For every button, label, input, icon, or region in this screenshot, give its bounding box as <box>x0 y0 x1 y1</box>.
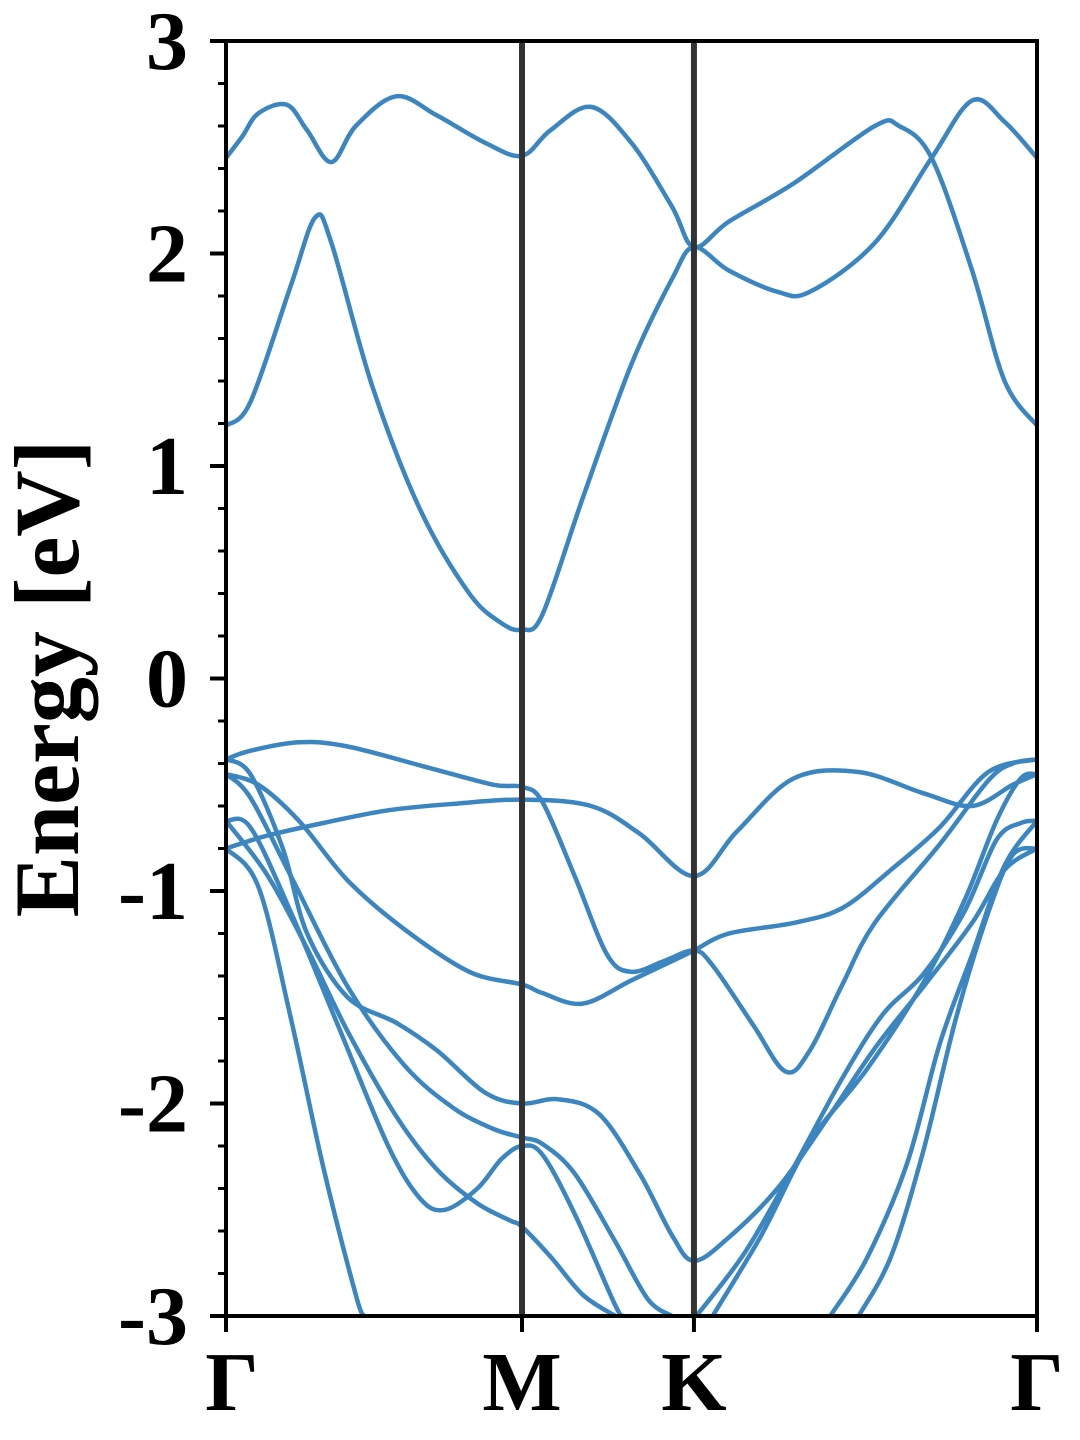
y-tick-label: -1 <box>118 845 188 938</box>
y-tick-label: 1 <box>146 420 188 513</box>
kpoint-lines-layer <box>519 41 697 1316</box>
plot-frame <box>224 39 1039 1318</box>
y-tick-label: 2 <box>146 208 188 301</box>
kpoint-label: Γ <box>1010 1336 1063 1429</box>
band-line-8 <box>226 816 626 1316</box>
kpoint-label: K <box>661 1336 726 1429</box>
band-line-11 <box>710 771 1037 1316</box>
band-lines-layer <box>226 94 1037 1316</box>
band-line-1 <box>226 94 1037 428</box>
band-line-12 <box>694 818 1037 1316</box>
band-line-7 <box>226 771 675 1316</box>
band-line-2 <box>226 97 1037 633</box>
y-tick-label: 3 <box>146 0 188 88</box>
kpoint-label: Γ <box>205 1336 258 1429</box>
band-line-9 <box>226 818 618 1316</box>
band-line-4 <box>226 768 1037 879</box>
y-tick-label: 0 <box>146 633 188 726</box>
y-tick-label: -2 <box>118 1058 188 1151</box>
y-tick-label: -3 <box>118 1270 188 1363</box>
band-line-6 <box>226 757 1037 1264</box>
kpoint-label: M <box>482 1336 561 1429</box>
band-line-14 <box>856 845 1037 1316</box>
band-line-3 <box>226 739 1037 1075</box>
axis-ticks-layer <box>210 39 1039 1332</box>
band-line-10 <box>226 846 367 1316</box>
y-axis-label: Energy [eV] <box>0 440 98 918</box>
band-line-5 <box>226 757 1037 1007</box>
